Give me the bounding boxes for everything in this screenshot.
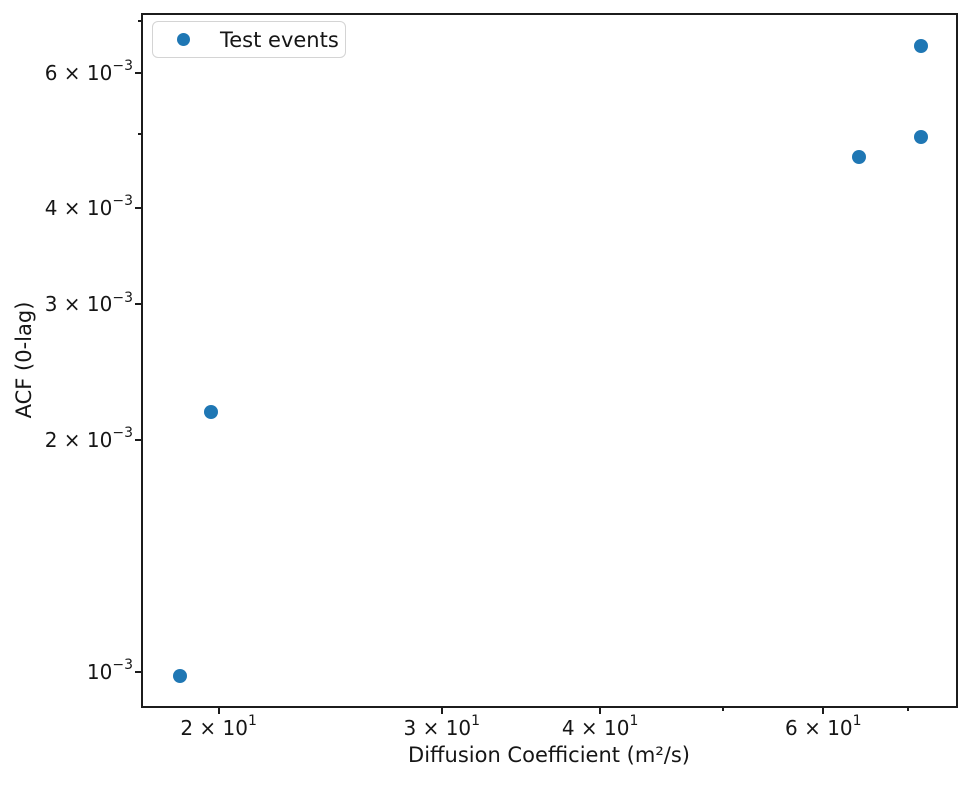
y-tick-mark	[135, 303, 142, 306]
x-tick-label: 6 × 101	[784, 713, 862, 740]
y-tick-mark	[135, 71, 142, 74]
y-tick-label: 10−3	[86, 657, 133, 684]
x-tick-mark	[217, 707, 220, 714]
y-axis-title: ACF (0-lag)	[12, 301, 36, 419]
plot-area: Test events	[141, 13, 958, 708]
y-tick-label: 3 × 10−3	[44, 289, 133, 317]
y-tick-mark	[135, 438, 142, 441]
x-tick-mark	[907, 707, 910, 711]
y-tick-label: 2 × 10−3	[44, 425, 133, 452]
x-tick-mark	[599, 707, 602, 714]
y-tick-mark	[135, 207, 142, 210]
x-tick-label: 4 × 101	[561, 713, 639, 740]
scatter-point	[851, 150, 866, 165]
legend-marker-icon	[177, 33, 190, 46]
x-axis-title: Diffusion Coefficient (m²/s)	[408, 743, 690, 767]
scatter-point	[913, 130, 928, 145]
y-tick-mark	[138, 132, 142, 135]
y-tick-label: 6 × 10−3	[44, 57, 133, 85]
x-tick-mark	[721, 707, 724, 711]
legend-label: Test events	[220, 27, 339, 52]
x-tick-label: 2 × 101	[180, 713, 257, 740]
y-tick-mark	[138, 20, 142, 23]
y-tick-mark	[135, 670, 142, 673]
x-tick-mark	[440, 707, 443, 714]
x-tick-mark	[822, 707, 825, 714]
legend: Test events	[152, 21, 346, 58]
scatter-point	[172, 669, 187, 684]
scatter-point	[204, 405, 219, 420]
y-tick-label: 4 × 10−3	[44, 193, 133, 221]
x-tick-label: 3 × 101	[403, 713, 481, 740]
scatter-point	[913, 38, 928, 53]
